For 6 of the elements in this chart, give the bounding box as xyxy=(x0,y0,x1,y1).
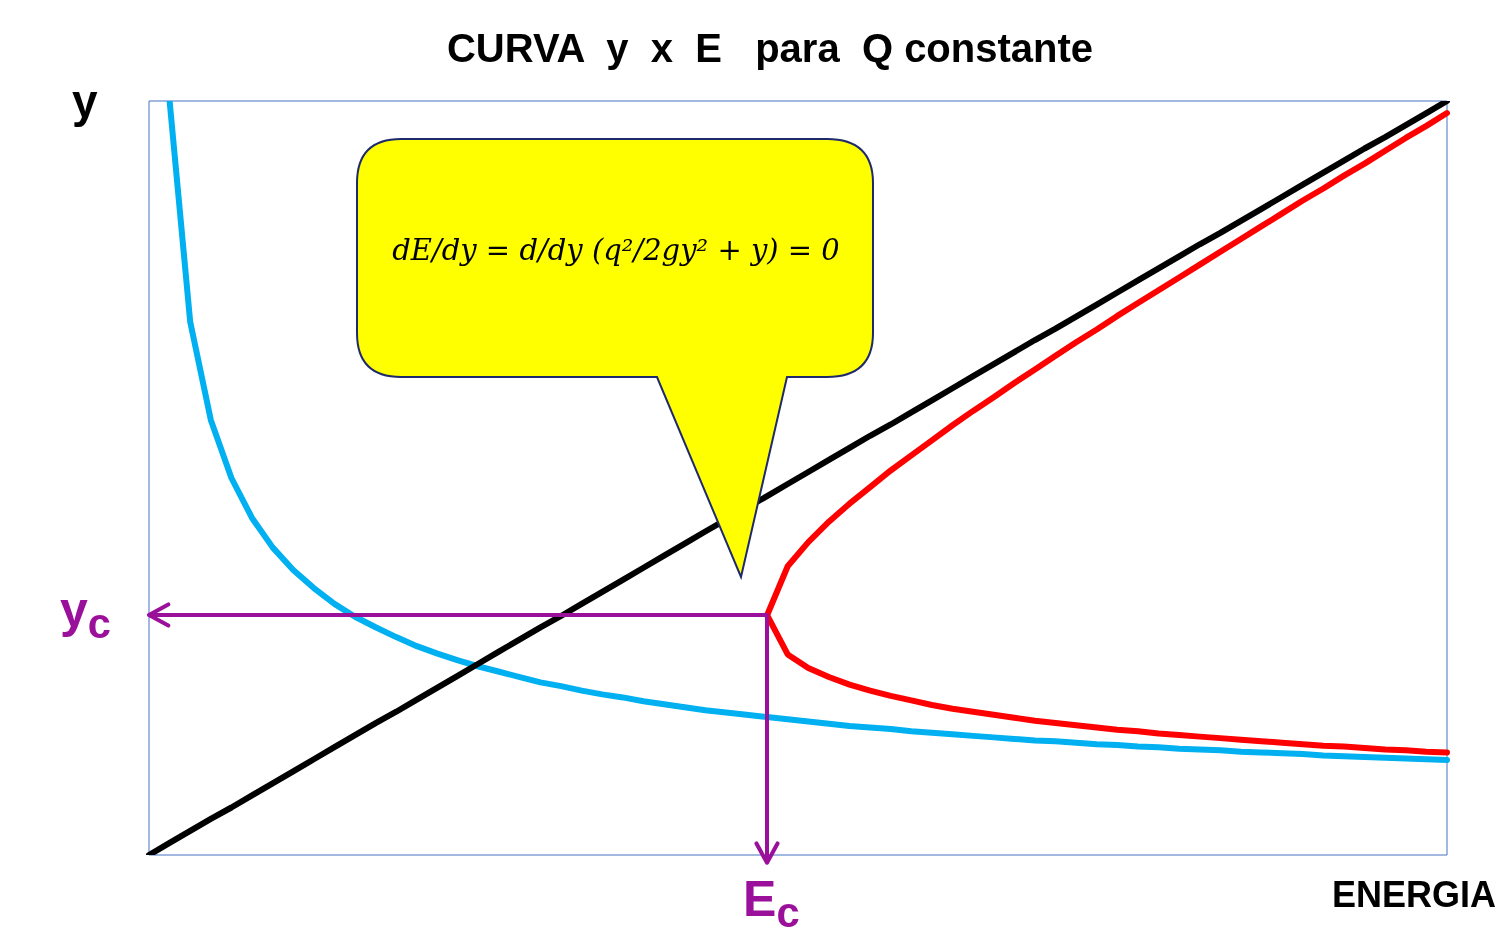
text: E$_{c}$ xyxy=(743,870,800,937)
x-axis-title: ENERGIA xyxy=(1331,874,1496,916)
chart-title: CURVA y x E para Q constante xyxy=(446,26,1094,71)
y-axis-title: y xyxy=(72,74,98,128)
annotation: dE/dy = d/dy (q²/2gy² + y) = 0 xyxy=(392,233,840,267)
text: y$_{c}$ xyxy=(60,581,111,649)
